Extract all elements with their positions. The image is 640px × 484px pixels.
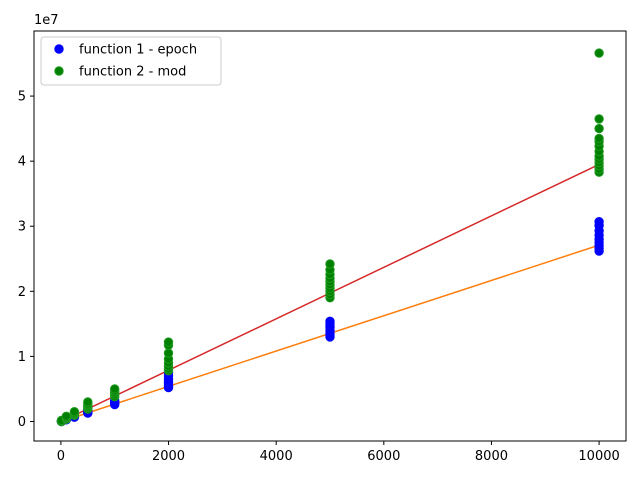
series-1-point-32 (325, 316, 335, 326)
legend: function 1 - epoch function 2 - mod (40, 36, 222, 86)
x-tick-label: 2000 (152, 449, 185, 464)
x-tick-label: 0 (57, 449, 65, 464)
series-2-point-52 (594, 114, 604, 124)
y-offset-label: 1e7 (34, 13, 59, 28)
y-axis-ticks: 0 1 2 3 4 5 (18, 90, 34, 430)
x-axis-ticks: 0 2000 4000 6000 8000 10000 (57, 441, 620, 464)
series-2-point-11 (69, 407, 80, 417)
y-tick-label: 1 (18, 350, 26, 365)
series-2-point-50 (594, 133, 604, 144)
legend-box (40, 36, 222, 86)
series-1-point-41 (594, 217, 604, 227)
x-tick-label: 4000 (260, 449, 293, 464)
legend-label-2: function 2 - mod (79, 65, 186, 80)
x-tick-label: 10000 (578, 449, 619, 464)
legend-marker-2 (54, 66, 64, 76)
series-2-point-7 (61, 411, 72, 421)
series-2-point-17 (83, 397, 93, 407)
x-tick-label: 6000 (367, 449, 400, 464)
x-tick-label: 8000 (475, 449, 508, 464)
y-tick-label: 0 (18, 415, 26, 430)
series-2-point-22 (110, 384, 120, 394)
y-tick-label: 5 (18, 90, 26, 105)
legend-label-1: function 1 - epoch (79, 43, 197, 58)
legend-marker-1 (54, 44, 64, 54)
series-2-point-53 (594, 48, 604, 58)
series-2-point-51 (594, 123, 604, 134)
series-2-point-28 (163, 348, 174, 358)
y-tick-label: 2 (18, 285, 26, 300)
data-points (56, 48, 604, 427)
y-tick-label: 4 (18, 155, 26, 170)
series-2-point-30 (163, 337, 174, 347)
axes-frame (33, 30, 627, 442)
series-2-point-40 (325, 259, 335, 269)
y-tick-label: 3 (18, 220, 26, 235)
